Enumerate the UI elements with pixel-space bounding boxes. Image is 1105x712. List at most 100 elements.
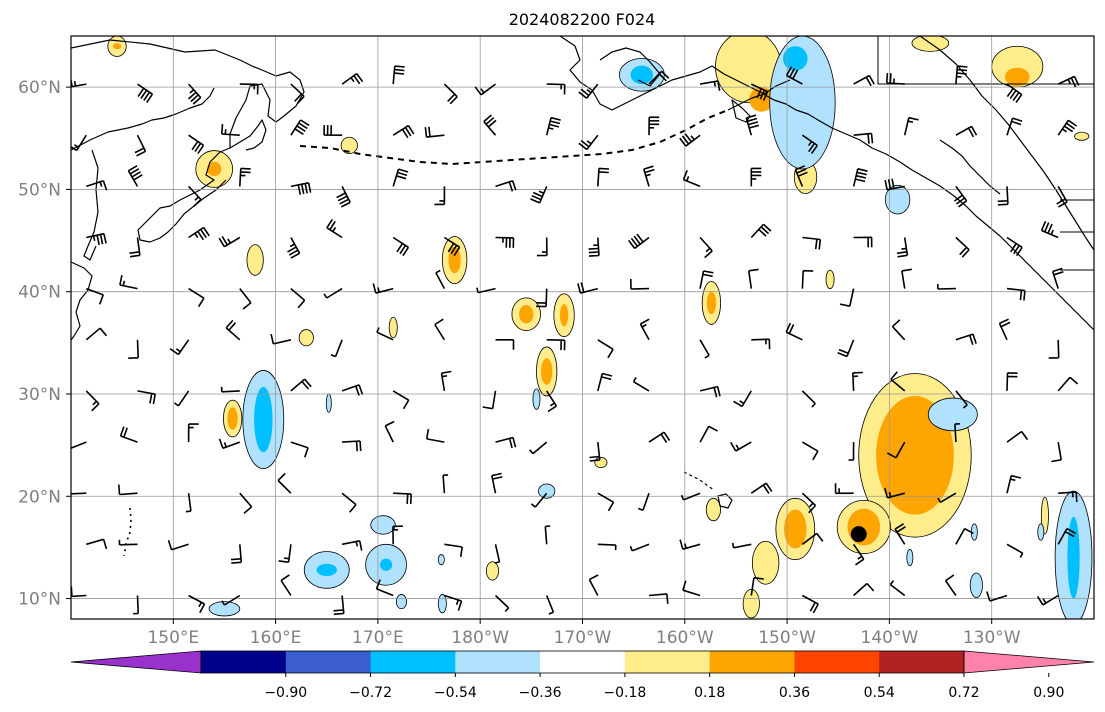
wind-barb-203	[239, 83, 259, 95]
wind-barb-208	[474, 83, 496, 96]
wind-barb-125	[323, 287, 343, 299]
wind-barb-3	[221, 594, 241, 606]
wind-barb-112	[699, 339, 710, 359]
wind-barb-194	[801, 134, 818, 155]
wind-barb-11	[648, 593, 669, 604]
positive-region-18	[706, 291, 717, 315]
wind-barb-116	[891, 319, 906, 341]
storm-center-marker	[850, 526, 867, 543]
wind-barb-109	[546, 339, 566, 351]
wind-barb-20	[86, 538, 108, 550]
wind-barb-205	[341, 72, 364, 85]
wind-barb-137	[937, 283, 956, 290]
wind-barb-87	[440, 370, 452, 392]
positive-region-5	[784, 509, 807, 549]
positive-region-39	[1074, 131, 1090, 141]
wind-barb-74	[801, 441, 819, 461]
wind-barb-142	[188, 226, 210, 241]
negative-region-2	[884, 184, 911, 215]
wind-barb-100	[85, 327, 108, 341]
lat-tick-label-3: 40°N	[18, 283, 61, 303]
wind-barb-106	[376, 327, 394, 341]
wind-barb-135	[839, 288, 855, 307]
positive-region-14	[519, 304, 534, 324]
wind-barb-217	[955, 65, 968, 85]
wind-barb-78	[1006, 430, 1029, 443]
wind-barb-42	[185, 493, 192, 513]
positive-region-34	[298, 329, 314, 347]
wind-barb-127	[435, 269, 446, 289]
colorbar-frame	[200, 650, 965, 674]
wind-barb-164	[290, 182, 312, 195]
wind-barb-93	[733, 390, 752, 408]
positive-region-33	[388, 316, 398, 339]
longitude-axis: 150°E 160°E 170°E 180°W 170°W 160°W 150°W 140°W…	[147, 619, 1021, 648]
wind-barb-147	[443, 236, 461, 257]
wind-barb-55	[834, 483, 854, 495]
colorbar-extend-high	[963, 650, 1095, 674]
wind-barb-37	[955, 527, 974, 545]
wind-barb-28	[494, 544, 501, 564]
negative-region-18	[208, 601, 241, 617]
wind-barb-86	[392, 390, 410, 410]
wind-barb-2	[188, 594, 206, 614]
wind-barb-52	[680, 492, 701, 501]
wind-barb-110	[597, 339, 614, 359]
wind-barb-145	[326, 218, 343, 239]
coastline-alaska-north	[599, 47, 661, 87]
wind-barb-10	[588, 574, 599, 596]
wind-barb-17	[944, 574, 957, 596]
wind-barb-111	[639, 318, 650, 341]
wind-barb-16	[889, 580, 906, 597]
coastline-kuril-hokkaido	[71, 261, 93, 341]
wind-barb-161	[127, 165, 143, 187]
wind-barb-39	[1057, 527, 1077, 545]
wind-barb-133	[748, 268, 759, 289]
wind-barb-36	[894, 523, 906, 545]
wind-barb-layer	[71, 65, 1080, 616]
wind-barb-173	[750, 167, 762, 187]
negative-region-11	[370, 515, 396, 535]
wind-barb-141	[129, 237, 141, 258]
wind-barb-51	[638, 492, 650, 511]
wind-barb-81	[137, 390, 156, 405]
wind-barb-48	[491, 472, 503, 494]
wind-barb-105	[330, 339, 343, 358]
wind-barb-144	[287, 237, 301, 259]
negative-region-16	[437, 594, 447, 614]
wind-barb-104	[270, 334, 292, 345]
wind-barb-77	[954, 423, 960, 443]
wind-barb-61	[119, 426, 138, 443]
colorbar-segment-8	[879, 651, 965, 673]
wind-barb-186	[392, 124, 415, 139]
positive-region-8	[705, 497, 722, 522]
wind-barb-29	[544, 525, 551, 545]
grid-layer	[71, 36, 1094, 619]
wind-barb-69	[529, 441, 548, 455]
colorbar-segment-1	[285, 651, 372, 673]
wind-barb-140	[86, 232, 107, 246]
colorbar-segment-6	[709, 651, 795, 673]
wind-barb-97	[955, 390, 968, 409]
wind-barb-57	[937, 492, 957, 503]
wind-barb-165	[336, 186, 351, 208]
wind-barb-71	[648, 431, 671, 443]
wind-barb-134	[801, 269, 814, 289]
wind-barb-63	[218, 438, 241, 450]
positive-region-10	[559, 303, 569, 327]
wind-barb-59	[1058, 491, 1078, 503]
wind-barb-19	[1036, 594, 1059, 606]
colorbar-tick-label-1: −0.72	[349, 685, 392, 701]
negative-region-24	[1037, 523, 1045, 541]
wind-barb-35	[852, 543, 865, 566]
positive-region-30	[1004, 67, 1030, 87]
wind-barb-88	[482, 390, 497, 410]
wind-barb-122	[188, 287, 205, 308]
lon-tick-label-0: 150°E	[147, 628, 199, 648]
wind-barb-73	[730, 441, 752, 452]
wind-barb-9	[545, 595, 555, 615]
wind-barb-155	[853, 236, 873, 248]
wind-barb-98	[1006, 372, 1018, 391]
colorbar-segment-2	[370, 651, 456, 673]
